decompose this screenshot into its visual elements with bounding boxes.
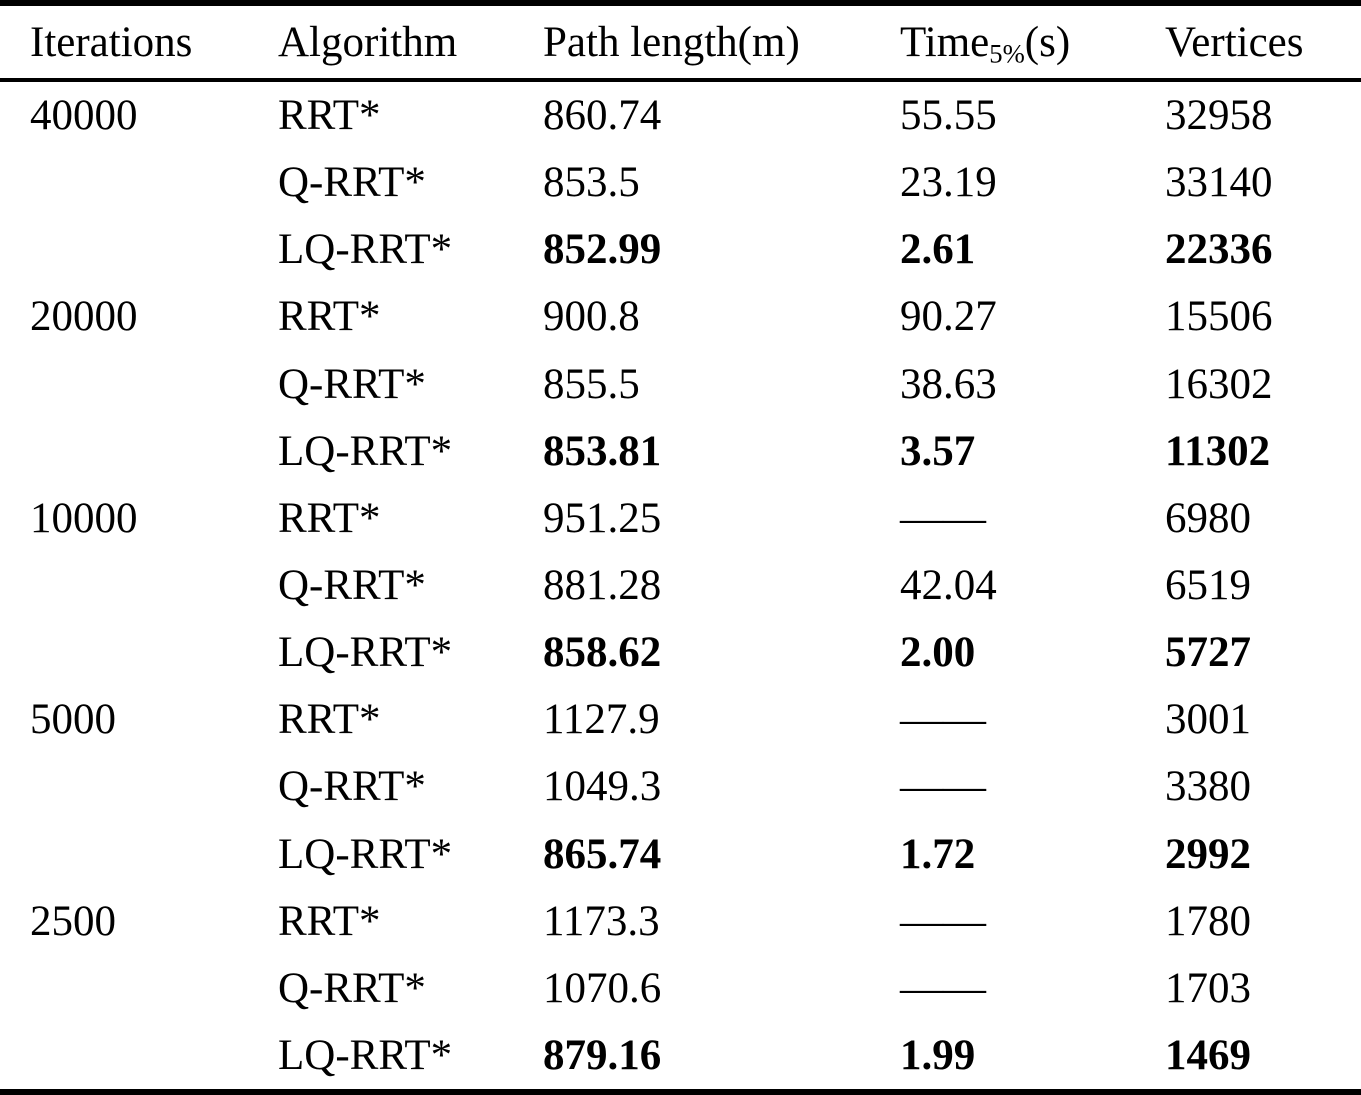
- table-row: Q-RRT* 853.5 23.19 33140: [0, 149, 1361, 216]
- cell-vertices: 22336: [1165, 226, 1273, 274]
- table-row: Q-RRT* 881.28 42.04 6519: [0, 552, 1361, 619]
- cell-algorithm: RRT*: [278, 293, 381, 341]
- cell-time: 1.99: [900, 1032, 976, 1080]
- cell-time: ——: [900, 897, 986, 945]
- cell-path-length: 860.74: [543, 92, 662, 140]
- cell-algorithm: LQ-RRT*: [278, 226, 453, 274]
- column-header-algorithm: Algorithm: [278, 18, 458, 66]
- cell-vertices: 33140: [1165, 159, 1273, 207]
- cell-vertices: 11302: [1165, 427, 1271, 475]
- table-row: Q-RRT* 1070.6 —— 1703: [0, 955, 1361, 1022]
- table-row: Q-RRT* 855.5 38.63 16302: [0, 351, 1361, 418]
- table-row: LQ-RRT* 865.74 1.72 2992: [0, 821, 1361, 888]
- cell-time: 1.72: [900, 830, 976, 878]
- cell-vertices: 3380: [1165, 763, 1251, 811]
- cell-algorithm: RRT*: [278, 494, 381, 542]
- table-row: 2500 RRT* 1173.3 —— 1780: [0, 888, 1361, 955]
- cell-vertices: 16302: [1165, 360, 1273, 408]
- cell-time: ——: [900, 696, 986, 744]
- table-row: LQ-RRT* 853.81 3.57 11302: [0, 418, 1361, 485]
- cell-path-length: 879.16: [543, 1032, 662, 1080]
- column-header-vertices: Vertices: [1165, 18, 1304, 66]
- cell-iterations: 40000: [30, 92, 138, 140]
- cell-algorithm: Q-RRT*: [278, 562, 426, 610]
- time-header-subscript: 5%: [989, 38, 1025, 69]
- table-row: 40000 RRT* 860.74 55.55 32958: [0, 82, 1361, 149]
- cell-time: 42.04: [900, 562, 997, 610]
- time-header-unit: (s): [1024, 18, 1071, 66]
- cell-algorithm: LQ-RRT*: [278, 1032, 453, 1080]
- cell-path-length: 951.25: [543, 494, 662, 542]
- cell-time: ——: [900, 494, 986, 542]
- cell-time: 2.61: [900, 226, 976, 274]
- cell-path-length: 865.74: [543, 830, 662, 878]
- cell-path-length: 858.62: [543, 629, 662, 677]
- table-row: LQ-RRT* 852.99 2.61 22336: [0, 216, 1361, 283]
- cell-vertices: 1469: [1165, 1032, 1251, 1080]
- cell-vertices: 1780: [1165, 897, 1251, 945]
- table-header-row: Iterations Algorithm Path length(m) Time…: [0, 6, 1361, 82]
- cell-algorithm: RRT*: [278, 696, 381, 744]
- column-header-time: Time5%(s): [900, 18, 1165, 67]
- cell-iterations: 20000: [30, 293, 138, 341]
- cell-algorithm: Q-RRT*: [278, 964, 426, 1012]
- cell-path-length: 855.5: [543, 360, 640, 408]
- cell-vertices: 6980: [1165, 494, 1251, 542]
- cell-algorithm: Q-RRT*: [278, 763, 426, 811]
- column-header-iterations: Iterations: [30, 18, 193, 66]
- cell-algorithm: Q-RRT*: [278, 360, 426, 408]
- table-row: LQ-RRT* 879.16 1.99 1469: [0, 1022, 1361, 1089]
- cell-iterations: 10000: [30, 494, 138, 542]
- cell-time: 23.19: [900, 159, 997, 207]
- cell-algorithm: RRT*: [278, 897, 381, 945]
- cell-path-length: 900.8: [543, 293, 640, 341]
- cell-path-length: 1127.9: [543, 696, 660, 744]
- cell-vertices: 15506: [1165, 293, 1273, 341]
- cell-vertices: 32958: [1165, 92, 1273, 140]
- cell-time: 55.55: [900, 92, 997, 140]
- cell-algorithm: LQ-RRT*: [278, 427, 453, 475]
- table-row: 5000 RRT* 1127.9 —— 3001: [0, 686, 1361, 753]
- cell-time: ——: [900, 763, 986, 811]
- cell-vertices: 6519: [1165, 562, 1251, 610]
- cell-time: 2.00: [900, 629, 976, 677]
- cell-algorithm: Q-RRT*: [278, 159, 426, 207]
- cell-path-length: 852.99: [543, 226, 662, 274]
- cell-vertices: 2992: [1165, 830, 1251, 878]
- table-row: 20000 RRT* 900.8 90.27 15506: [0, 283, 1361, 350]
- cell-algorithm: LQ-RRT*: [278, 629, 453, 677]
- time-header-base: Time: [900, 18, 990, 66]
- cell-time: 90.27: [900, 293, 997, 341]
- column-header-path-length: Path length(m): [543, 18, 800, 66]
- cell-algorithm: RRT*: [278, 92, 381, 140]
- cell-path-length: 853.81: [543, 427, 662, 475]
- cell-path-length: 1049.3: [543, 763, 662, 811]
- table-row: LQ-RRT* 858.62 2.00 5727: [0, 619, 1361, 686]
- table-row: 10000 RRT* 951.25 —— 6980: [0, 485, 1361, 552]
- cell-path-length: 1173.3: [543, 897, 660, 945]
- cell-path-length: 881.28: [543, 562, 662, 610]
- cell-vertices: 5727: [1165, 629, 1251, 677]
- cell-iterations: 2500: [30, 897, 116, 945]
- table-row: Q-RRT* 1049.3 —— 3380: [0, 753, 1361, 820]
- cell-time: 3.57: [900, 427, 976, 475]
- cell-iterations: 5000: [30, 696, 116, 744]
- cell-time: 38.63: [900, 360, 997, 408]
- cell-vertices: 3001: [1165, 696, 1251, 744]
- cell-algorithm: LQ-RRT*: [278, 830, 453, 878]
- cell-vertices: 1703: [1165, 964, 1251, 1012]
- cell-time: ——: [900, 964, 986, 1012]
- cell-path-length: 853.5: [543, 159, 640, 207]
- cell-path-length: 1070.6: [543, 964, 662, 1012]
